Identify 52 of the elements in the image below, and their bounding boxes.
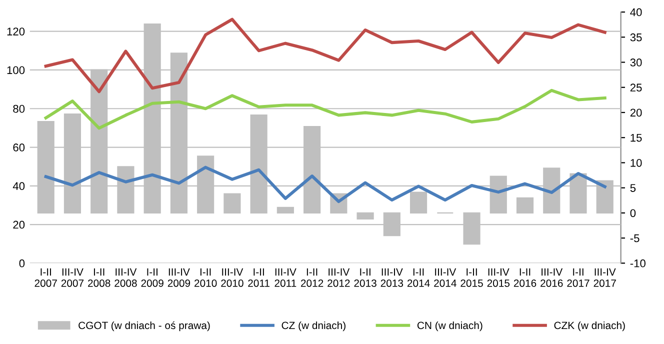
bar [276, 206, 294, 214]
y2-tick-label: -5 [630, 234, 640, 242]
x-tick-label: III-IV 2011 [274, 268, 296, 287]
y2-tick-label: 40 [630, 8, 642, 16]
y2-tick-label: 5 [630, 184, 636, 192]
y-tick-label: 100 [7, 66, 25, 74]
y2-tick-label: 30 [630, 58, 642, 66]
y2-tick-label: 20 [630, 108, 642, 117]
y-tick-label: 80 [13, 104, 25, 113]
x-tick-label: III-IV 2016 [540, 268, 563, 287]
bar [224, 193, 241, 214]
x-tick-label: III-IV 2012 [328, 268, 350, 287]
x-tick-label: III-IV 2014 [434, 268, 456, 287]
y-tick-label: 20 [13, 220, 25, 229]
bar [356, 212, 374, 220]
x-tick-label: III-IV 2008 [114, 268, 137, 287]
line-series [44, 166, 606, 204]
x-tick-label: I-II 2015 [460, 268, 483, 287]
y2-tick-label: -10 [630, 259, 646, 268]
y-tick-label: 60 [13, 144, 25, 152]
x-tick-label: III-IV 2007 [61, 268, 84, 287]
y2-tick-label: 0 [630, 209, 636, 218]
line-series [44, 88, 606, 130]
x-tick-label: I-II 2008 [88, 268, 110, 287]
x-tick-label: I-II 2009 [141, 268, 164, 287]
y2-tick-label: 15 [630, 134, 642, 142]
legend-label: CZK (w dniach) [554, 321, 625, 332]
legend-label: CGOT (w dniach - oś prawa) [78, 321, 210, 332]
y-tick-label: 120 [7, 28, 25, 36]
y2-tick-label: 25 [630, 84, 642, 92]
y-tick-label: 0 [19, 259, 25, 268]
bar [410, 192, 428, 214]
legend-label: CN (w dniach) [417, 321, 482, 332]
line-series [44, 18, 606, 94]
x-tick-label: III-IV 2013 [380, 268, 404, 287]
y2-tick-label: 10 [630, 158, 642, 167]
x-tick-label: III-IV 2009 [168, 268, 190, 287]
x-tick-label: III-IV 2010 [221, 268, 244, 287]
y-tick-label: 40 [12, 182, 25, 190]
x-tick-label: III-IV 2015 [487, 268, 510, 287]
x-tick-label: I-II 2007 [34, 268, 57, 287]
bar [516, 197, 534, 214]
x-tick-label: I-II 2014 [407, 268, 430, 287]
x-tick-label: I-II 2016 [514, 268, 536, 287]
x-tick-label: I-II 2011 [248, 268, 270, 287]
y2-tick-label: 35 [630, 33, 642, 42]
legend-label: CZ (w dniach) [282, 321, 346, 332]
x-tick-label: I-II 2010 [194, 268, 217, 287]
x-tick-label: I-II 2013 [354, 268, 376, 287]
x-tick-label: I-II 2012 [300, 268, 324, 287]
x-tick-label: I-II 2017 [567, 268, 590, 287]
x-tick-label: III-IV 2017 [594, 268, 616, 287]
